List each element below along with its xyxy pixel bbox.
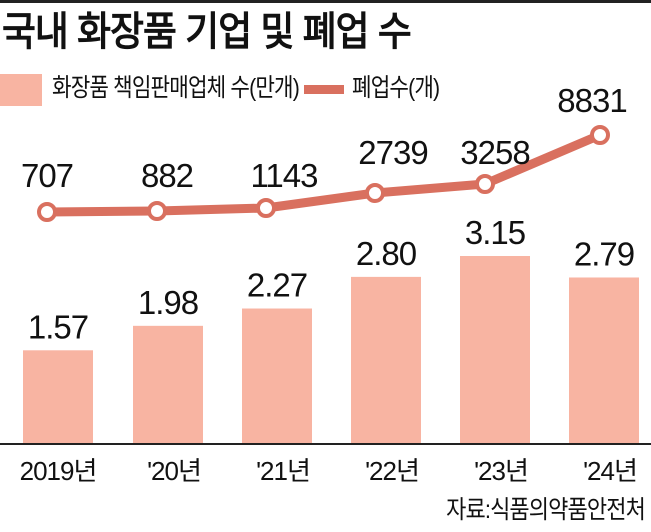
bar-value-label: 2.79 xyxy=(574,235,634,272)
chart-title: 국내 화장품 기업 및 폐업 수 xyxy=(2,10,412,54)
x-tick-label: '21년 xyxy=(256,456,310,486)
x-tick-label: '24년 xyxy=(583,456,637,486)
line-value-label: 707 xyxy=(21,157,73,194)
x-axis-ticks: 2019년 '20년 '21년 '22년 '23년 '24년 xyxy=(20,456,638,486)
line-marker xyxy=(256,198,276,218)
bar-series: 1.57 1.98 2.27 2.80 3.15 2.79 xyxy=(23,214,639,444)
legend-line-swatch xyxy=(304,85,344,94)
line-marker xyxy=(365,183,385,203)
line-value-label: 3258 xyxy=(460,134,529,171)
legend-line-label: 폐업수(개) xyxy=(352,74,440,102)
top-rule xyxy=(0,0,651,3)
line-marker xyxy=(147,201,167,221)
bar xyxy=(351,276,421,444)
legend-bar-swatch xyxy=(0,74,42,106)
x-tick-label: '20년 xyxy=(147,456,201,486)
line-value-label: 8831 xyxy=(557,82,626,119)
x-tick-label: '23년 xyxy=(474,456,528,486)
bar xyxy=(460,256,530,444)
x-tick-label: '22년 xyxy=(365,456,419,486)
bar-value-label: 1.98 xyxy=(138,284,198,321)
line-marker xyxy=(590,125,610,145)
source-note: 자료:식품의약품안전처 xyxy=(446,496,646,524)
legend-bar-label: 화장품 책임판매업체 수(만개) xyxy=(52,74,300,102)
line-value-label: 882 xyxy=(141,157,193,194)
bar xyxy=(23,350,93,444)
line-value-label: 1143 xyxy=(251,157,318,194)
line-series: 707 882 1143 2739 3258 8831 xyxy=(21,82,628,222)
bar xyxy=(242,308,312,444)
line-path xyxy=(46,130,602,217)
x-tick-label: 2019년 xyxy=(20,456,97,486)
line-marker xyxy=(475,174,495,194)
bar xyxy=(133,325,203,444)
legend: 화장품 책임판매업체 수(만개) 폐업수(개) xyxy=(0,68,651,108)
bar xyxy=(569,277,639,444)
line-marker xyxy=(37,202,57,222)
bar-value-label: 3.15 xyxy=(465,214,525,251)
bar-value-label: 2.27 xyxy=(247,267,307,304)
bar-value-label: 2.80 xyxy=(356,235,417,272)
line-value-label: 2739 xyxy=(358,134,427,171)
bar-value-label: 1.57 xyxy=(28,308,88,345)
